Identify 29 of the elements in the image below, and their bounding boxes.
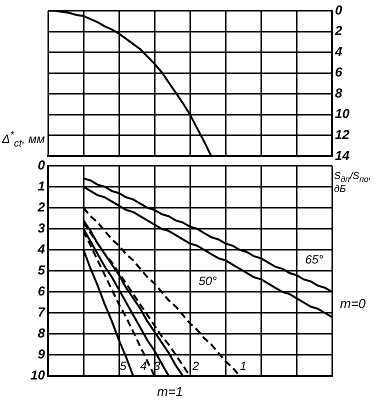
y-tick-label: 8 [335,85,343,100]
y-tick-label: 0 [38,157,46,172]
y-tick-label: 9 [38,346,46,362]
y-tick-label: 4 [36,241,46,256]
y-tick-label: 7 [38,304,46,320]
series-label: 50° [198,274,218,288]
y-tick-label: 14 [335,148,350,163]
y-tick-label: 6 [335,64,343,80]
series-label: 1 [240,358,247,373]
text: m=0 [340,296,366,312]
series-label: 2 [191,358,200,373]
y-tick-label: 4 [334,44,343,59]
y-tick-label: 2 [334,23,343,38]
y-tick-label: 1 [38,178,45,194]
y-tick-label: 12 [335,127,350,142]
y-tick-label: 2 [36,199,46,214]
y-tick-label: 10 [335,106,350,122]
text: m=1 [157,384,183,400]
text: S$_{дп}$/S$_{по}$, дБ [334,171,372,195]
series-label: 5 [120,358,127,373]
y-tick-label: 0 [335,2,343,18]
y-tick-label: 8 [38,326,46,341]
y-tick-label: 6 [38,284,46,298]
y-tick-label: 5 [38,262,46,278]
y-axis-title: Δ$^{*}$$_{ct}$, мм [2,130,45,150]
series-label: 4 [140,358,148,373]
y-tick-label: 10 [30,368,46,383]
y-tick-label: 3 [38,220,46,236]
series-label: 65° [305,252,324,267]
